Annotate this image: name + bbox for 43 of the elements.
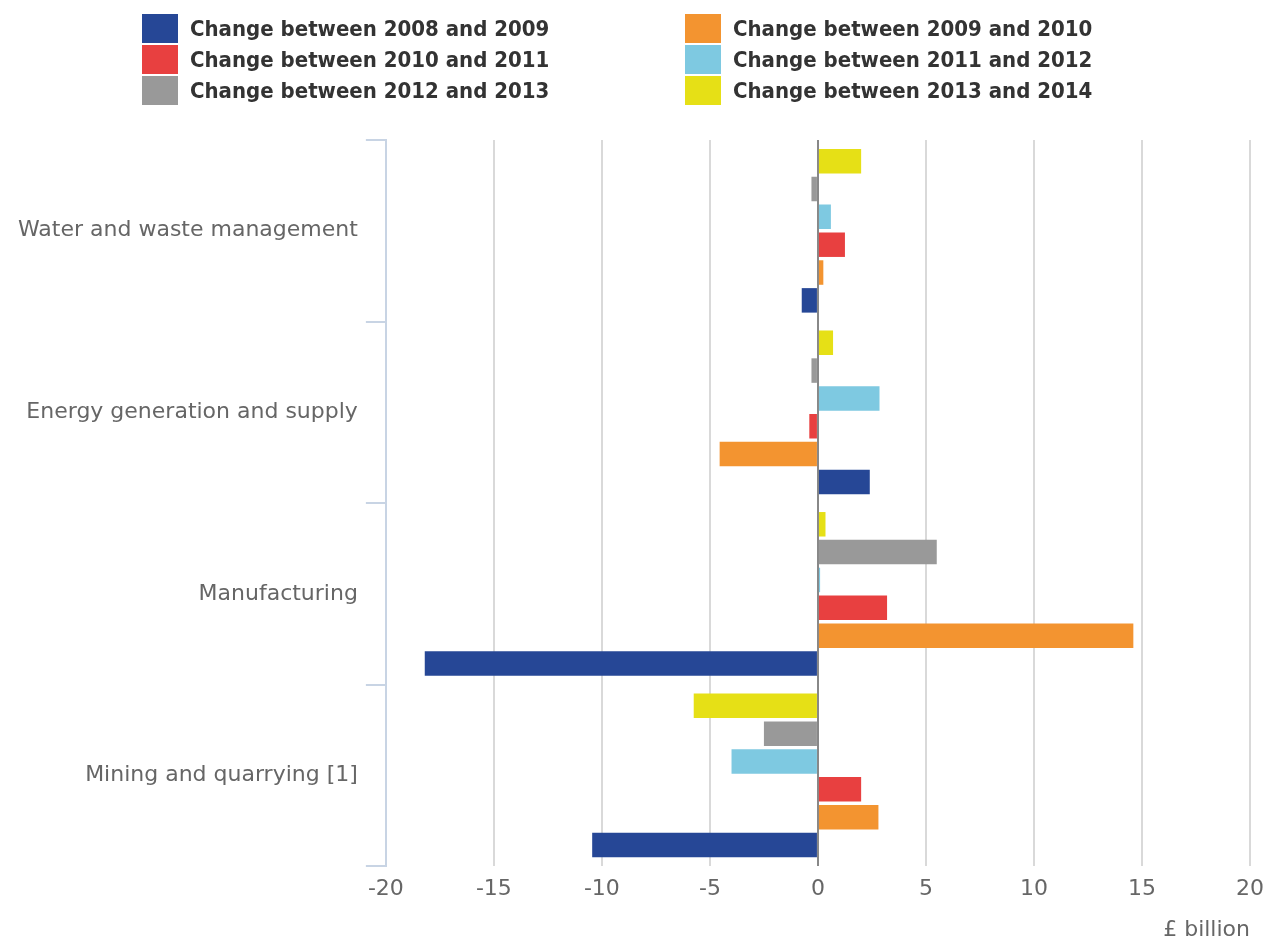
bar xyxy=(811,358,817,383)
bar xyxy=(731,749,817,774)
x-tick-label: 5 xyxy=(918,875,933,901)
x-tick-label: -10 xyxy=(583,875,620,901)
bar xyxy=(818,539,937,565)
bar xyxy=(693,693,817,719)
bar xyxy=(818,804,879,830)
y-tick-label: Water and waste management xyxy=(18,216,359,242)
bar xyxy=(818,623,1134,648)
y-tick-label: Energy generation and supply xyxy=(26,398,358,424)
y-tick-label: Manufacturing xyxy=(198,579,358,605)
bar xyxy=(818,512,826,537)
x-tick-label: -15 xyxy=(475,875,512,901)
bar xyxy=(818,260,824,285)
x-tick-label: 10 xyxy=(1019,875,1048,901)
x-tick-label: -5 xyxy=(698,875,721,901)
legend-label: Change between 2009 and 2010 xyxy=(733,16,1093,41)
legend-label: Change between 2012 and 2013 xyxy=(190,78,550,103)
bar xyxy=(818,204,831,230)
legend-label: Change between 2011 and 2012 xyxy=(733,47,1093,72)
x-tick-label: 0 xyxy=(810,875,825,901)
x-tick-label: -20 xyxy=(367,875,404,901)
bar xyxy=(818,232,845,257)
x-tick-label: 20 xyxy=(1236,875,1264,901)
bar xyxy=(424,651,817,676)
bar xyxy=(818,777,862,802)
legend-label: Change between 2010 and 2011 xyxy=(190,47,550,72)
x-tick-label: 15 xyxy=(1127,875,1156,901)
bar xyxy=(719,441,817,467)
legend-label: Change between 2013 and 2014 xyxy=(733,78,1093,103)
bar xyxy=(809,414,817,439)
bar xyxy=(592,832,817,858)
bar xyxy=(801,288,817,313)
bar xyxy=(818,330,834,355)
bar xyxy=(763,721,817,746)
x-axis-title: £ billion xyxy=(1163,915,1250,941)
bar xyxy=(818,469,870,495)
bar xyxy=(818,148,862,174)
bar xyxy=(818,595,888,621)
bar xyxy=(811,176,817,202)
bar xyxy=(818,386,880,411)
legend-label: Change between 2008 and 2009 xyxy=(190,16,550,41)
y-tick-label: Mining and quarrying [1] xyxy=(85,761,358,787)
